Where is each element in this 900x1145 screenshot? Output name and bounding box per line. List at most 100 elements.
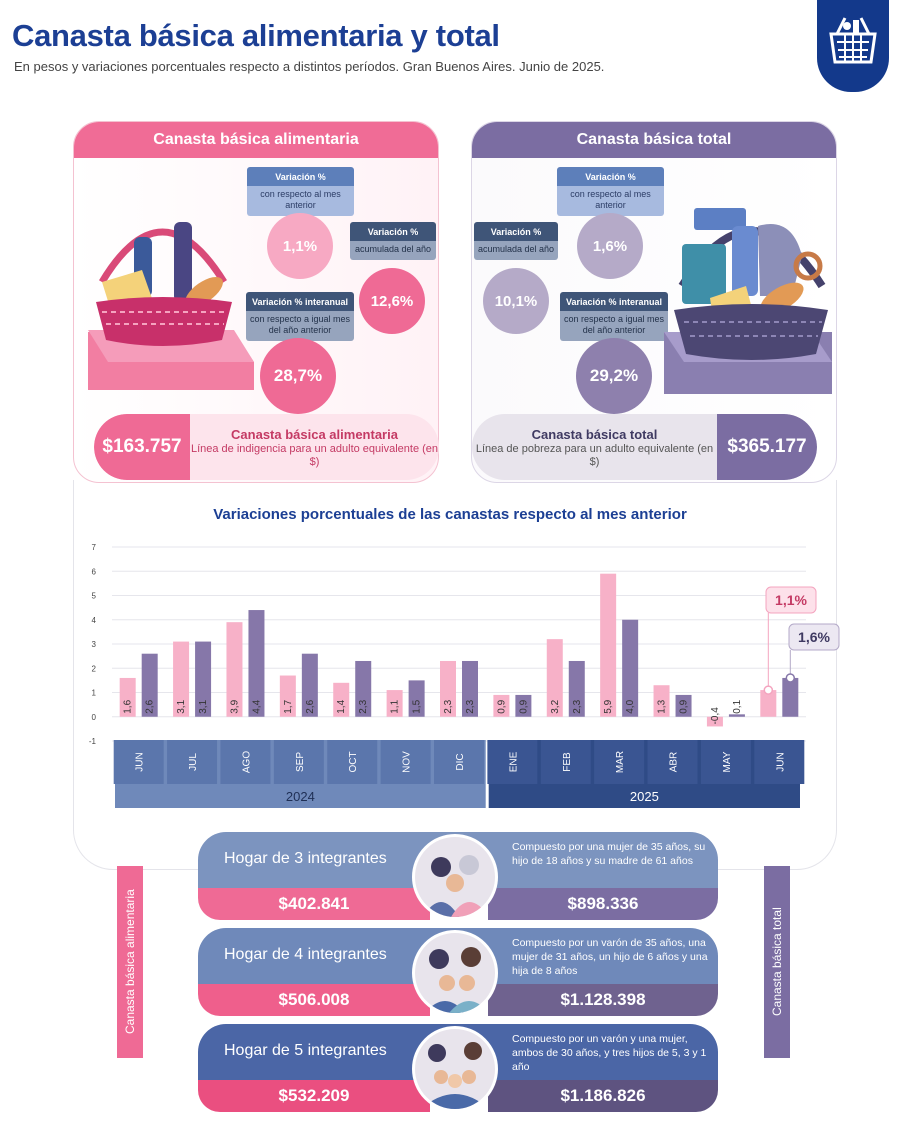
x-tick-label: JUN bbox=[775, 752, 786, 771]
bar-chart: 7 6 5 4 3 2 1 0 -1 2024 2025 JUN JUL AGO SEP OCT NOV DIC E… bbox=[89, 543, 840, 808]
family-icon bbox=[412, 930, 498, 1016]
family-icon bbox=[412, 834, 498, 920]
bar bbox=[279, 675, 296, 717]
data-label: 1,5 bbox=[412, 699, 423, 713]
data-label: 2,6 bbox=[305, 699, 316, 713]
bar bbox=[568, 660, 585, 717]
category-cell bbox=[754, 740, 805, 784]
cbt-price-bar: Canasta básica total Línea de pobreza pa… bbox=[472, 414, 817, 480]
basket-icon bbox=[829, 17, 877, 64]
family-icon bbox=[412, 1026, 498, 1112]
x-tick-label: AGO bbox=[241, 751, 252, 773]
y-tick-label: 2 bbox=[92, 664, 97, 673]
category-cell bbox=[380, 740, 431, 784]
bar bbox=[782, 677, 799, 717]
bar bbox=[760, 690, 777, 717]
cba-price-title: Canasta básica alimentaria bbox=[231, 427, 398, 442]
callout-box bbox=[788, 623, 840, 651]
data-label: 3,1 bbox=[176, 699, 187, 713]
bar bbox=[333, 682, 350, 717]
side-label-cbt: Canasta básica total bbox=[764, 866, 790, 1058]
data-label: 2,3 bbox=[465, 699, 476, 713]
household-3-name: Hogar de 3 integrantes bbox=[224, 850, 387, 867]
bar bbox=[653, 685, 670, 717]
cbt-monthly-label: Variación % con respecto al mes anterior bbox=[557, 167, 664, 216]
logo bbox=[817, 0, 889, 92]
x-tick-label: ENE bbox=[508, 751, 519, 772]
bar bbox=[386, 690, 403, 717]
household-5-desc: Compuesto por un varón y una mujer, ambo… bbox=[512, 1033, 707, 1073]
callout-label: 1,6% bbox=[798, 629, 830, 645]
y-tick-label: 3 bbox=[92, 640, 97, 649]
household-5: Hogar de 5 integrantes Compuesto por un … bbox=[198, 1024, 718, 1114]
cbt-price-text: Canasta básica total Línea de pobreza pa… bbox=[472, 427, 717, 469]
cba-price-bar: $163.757 Canasta básica alimentaria Líne… bbox=[94, 414, 439, 480]
x-tick-label: NOV bbox=[402, 751, 413, 773]
bar bbox=[248, 610, 265, 717]
cbt-price-desc: Línea de pobreza para un adulto equivale… bbox=[475, 443, 714, 468]
cbt-ytd-circle: 10,1% bbox=[483, 268, 549, 334]
data-label: 1,1 bbox=[390, 699, 401, 713]
data-label: 0,9 bbox=[496, 699, 507, 713]
data-label: 3,2 bbox=[550, 699, 561, 713]
cbt-monthly-circle: 1,6% bbox=[577, 213, 643, 279]
side-label-cba: Canasta básica alimentaria bbox=[117, 866, 143, 1058]
cbt-price-title: Canasta básica total bbox=[531, 427, 658, 442]
data-label: 4,0 bbox=[625, 699, 636, 713]
data-label: 0,9 bbox=[679, 699, 690, 713]
total-basket-icon bbox=[664, 208, 832, 394]
category-cell bbox=[113, 740, 164, 784]
category-cell bbox=[167, 740, 218, 784]
household-4: Hogar de 4 integrantes Compuesto por un … bbox=[198, 928, 718, 1018]
callout-label: 1,1% bbox=[775, 592, 807, 608]
household-5-cbt: $1.186.826 bbox=[488, 1080, 718, 1112]
cbt-yoy-label: Variación % interanual con respecto a ig… bbox=[560, 292, 668, 341]
household-4-cba: $506.008 bbox=[198, 984, 430, 1016]
cbt-price: $365.177 bbox=[717, 414, 817, 480]
cba-panel-title: Canasta básica alimentaria bbox=[74, 122, 438, 158]
household-5-name: Hogar de 5 integrantes bbox=[224, 1042, 387, 1059]
bar bbox=[546, 639, 563, 717]
cba-yoy-circle: 28,7% bbox=[260, 338, 336, 414]
household-4-name: Hogar de 4 integrantes bbox=[224, 946, 387, 963]
x-tick-label: JUN bbox=[135, 752, 146, 771]
cba-yoy-label: Variación % interanual con respecto a ig… bbox=[246, 292, 354, 341]
bar bbox=[141, 653, 158, 717]
cba-price-text: Canasta básica alimentaria Línea de indi… bbox=[190, 427, 439, 469]
cba-ytd-circle: 12,6% bbox=[359, 268, 425, 334]
bar bbox=[493, 694, 510, 717]
bar bbox=[706, 716, 723, 727]
callout-box bbox=[765, 586, 817, 614]
x-tick-label: MAR bbox=[615, 751, 626, 773]
cbt-panel-title: Canasta básica total bbox=[472, 122, 836, 158]
category-cell bbox=[327, 740, 378, 784]
y-tick-label: 0 bbox=[92, 713, 97, 722]
bar bbox=[408, 680, 425, 717]
x-tick-label: MAY bbox=[722, 751, 733, 772]
cba-price-desc: Línea de indigencia para un adulto equiv… bbox=[190, 443, 439, 468]
data-label: 2,6 bbox=[145, 699, 156, 713]
bar bbox=[675, 694, 692, 717]
category-cell bbox=[700, 740, 751, 784]
category-cell bbox=[594, 740, 645, 784]
household-3-cbt: $898.336 bbox=[488, 888, 718, 920]
cbt-ytd-label: Variación % acumulada del año bbox=[474, 222, 558, 260]
bar bbox=[728, 714, 745, 717]
cba-monthly-circle: 1,1% bbox=[267, 213, 333, 279]
cba-panel: Canasta básica alimentaria Variación % c… bbox=[73, 121, 439, 483]
data-label: 2,3 bbox=[358, 699, 369, 713]
data-label: -0,4 bbox=[710, 707, 721, 725]
bar bbox=[622, 619, 639, 717]
household-3-desc: Compuesto por una mujer de 35 años, su h… bbox=[512, 841, 706, 867]
data-label: 1,4 bbox=[336, 699, 347, 713]
x-tick-label: FEB bbox=[562, 752, 573, 772]
category-cell bbox=[220, 740, 271, 784]
cba-price: $163.757 bbox=[94, 414, 190, 480]
y-tick-label: 4 bbox=[92, 616, 97, 625]
bar bbox=[173, 641, 190, 717]
bar bbox=[355, 660, 372, 717]
x-tick-label: OCT bbox=[348, 751, 359, 772]
data-label: 3,9 bbox=[229, 699, 240, 713]
bar bbox=[515, 694, 532, 717]
bar bbox=[301, 653, 318, 717]
